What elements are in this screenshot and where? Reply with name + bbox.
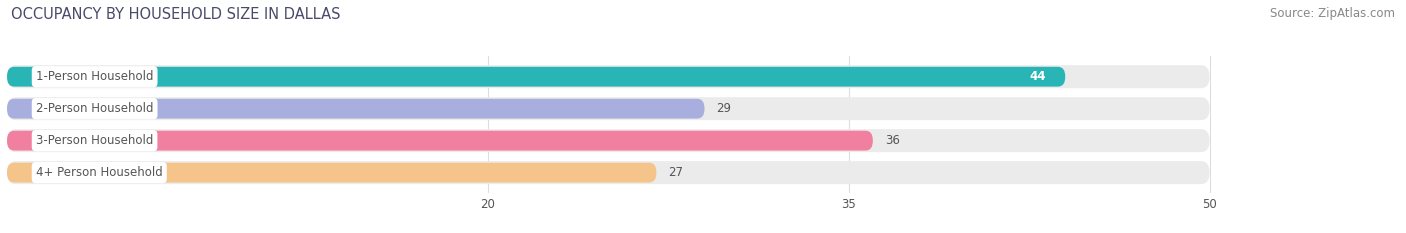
Text: 29: 29 (717, 102, 731, 115)
FancyBboxPatch shape (7, 67, 1066, 87)
FancyBboxPatch shape (7, 163, 657, 182)
Text: 36: 36 (884, 134, 900, 147)
Text: Source: ZipAtlas.com: Source: ZipAtlas.com (1270, 7, 1395, 20)
Text: 2-Person Household: 2-Person Household (37, 102, 153, 115)
FancyBboxPatch shape (7, 129, 1209, 152)
FancyBboxPatch shape (7, 97, 1209, 120)
Text: 3-Person Household: 3-Person Household (37, 134, 153, 147)
FancyBboxPatch shape (7, 65, 1209, 88)
Text: 44: 44 (1029, 70, 1046, 83)
Text: 27: 27 (668, 166, 683, 179)
Text: 1-Person Household: 1-Person Household (37, 70, 153, 83)
Text: OCCUPANCY BY HOUSEHOLD SIZE IN DALLAS: OCCUPANCY BY HOUSEHOLD SIZE IN DALLAS (11, 7, 340, 22)
FancyBboxPatch shape (7, 161, 1209, 184)
FancyBboxPatch shape (7, 131, 873, 151)
FancyBboxPatch shape (7, 99, 704, 119)
Text: 4+ Person Household: 4+ Person Household (37, 166, 163, 179)
